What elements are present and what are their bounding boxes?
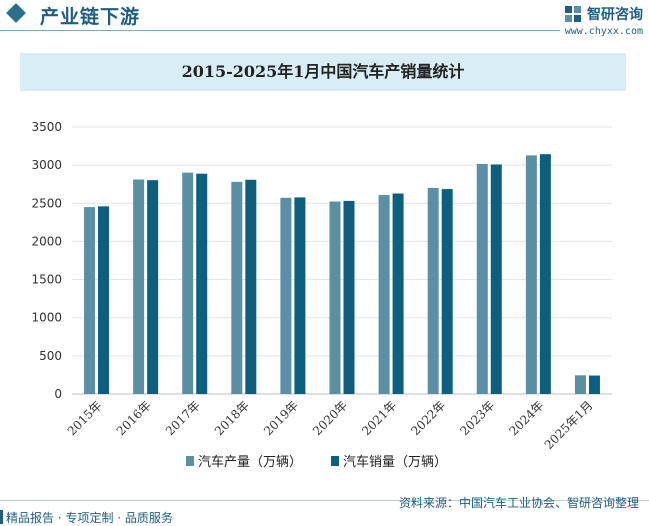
header-title: 产业链下游 — [40, 6, 141, 28]
footer-divider — [0, 500, 649, 501]
x-tick-label: 2020年 — [310, 398, 350, 438]
y-tick-label: 3000 — [31, 158, 62, 172]
bar-production — [280, 197, 292, 394]
footer-accent-bar — [0, 510, 3, 524]
x-tick-label: 2017年 — [163, 398, 203, 438]
bar-sales — [147, 180, 159, 394]
bar-production — [476, 163, 488, 394]
brand-logo-icon — [564, 5, 581, 22]
bar-sales — [343, 200, 355, 394]
bar-sales — [539, 154, 551, 394]
bar-production — [574, 375, 586, 394]
bar-sales — [245, 179, 257, 394]
bar-production — [133, 179, 145, 394]
bar-production — [329, 201, 341, 394]
brand-url: www.chyxx.com — [564, 26, 643, 37]
bar-production — [378, 195, 390, 394]
x-tick-label: 2021年 — [359, 398, 399, 438]
x-tick-label: 2022年 — [408, 398, 448, 438]
bar-production — [231, 181, 243, 394]
x-tick-label: 2025年1月 — [542, 398, 596, 452]
bar-production — [525, 155, 537, 394]
x-tick-label: 2018年 — [212, 398, 252, 438]
x-tick-label: 2023年 — [457, 398, 497, 438]
legend-swatch — [331, 456, 339, 466]
bar-sales — [196, 173, 208, 394]
legend-label: 汽车销量（万辆） — [343, 454, 447, 470]
bar-sales — [441, 189, 453, 394]
y-tick-label: 1500 — [31, 273, 62, 287]
brand: 智研咨询 — [564, 3, 643, 24]
y-tick-label: 2500 — [31, 196, 62, 210]
legend-swatch — [186, 456, 194, 466]
x-tick-label: 2019年 — [261, 398, 301, 438]
bar-sales — [490, 164, 502, 394]
x-tick-label: 2016年 — [114, 398, 154, 438]
footer-slogan: 精品报告 · 专项定制 · 品质服务 — [6, 511, 173, 525]
bar-sales — [294, 197, 306, 394]
bar-production — [182, 172, 194, 394]
bar-sales — [98, 206, 110, 394]
y-tick-label: 2000 — [31, 234, 62, 248]
footer-source: 资料来源：中国汽车工业协会、智研咨询整理 — [398, 496, 639, 510]
y-tick-label: 500 — [39, 349, 62, 363]
chart-title: 2015-2025年1月中国汽车产销量统计 — [181, 62, 465, 81]
x-tick-label: 2015年 — [65, 398, 105, 438]
y-tick-label: 3500 — [31, 120, 62, 134]
bar-production — [427, 187, 439, 394]
header-divider — [0, 30, 560, 31]
chart-title-band: 2015-2025年1月中国汽车产销量统计 — [20, 53, 626, 91]
x-tick-label: 2024年 — [507, 398, 547, 438]
brand-name: 智研咨询 — [587, 6, 643, 23]
bar-sales — [588, 375, 600, 394]
legend-label: 汽车产量（万辆） — [198, 454, 302, 470]
bar-production — [84, 207, 96, 394]
bar-sales — [392, 193, 404, 394]
y-tick-label: 0 — [54, 387, 62, 401]
header: 产业链下游 智研咨询 www.chyxx.com — [0, 0, 649, 37]
y-tick-label: 1000 — [31, 311, 62, 325]
